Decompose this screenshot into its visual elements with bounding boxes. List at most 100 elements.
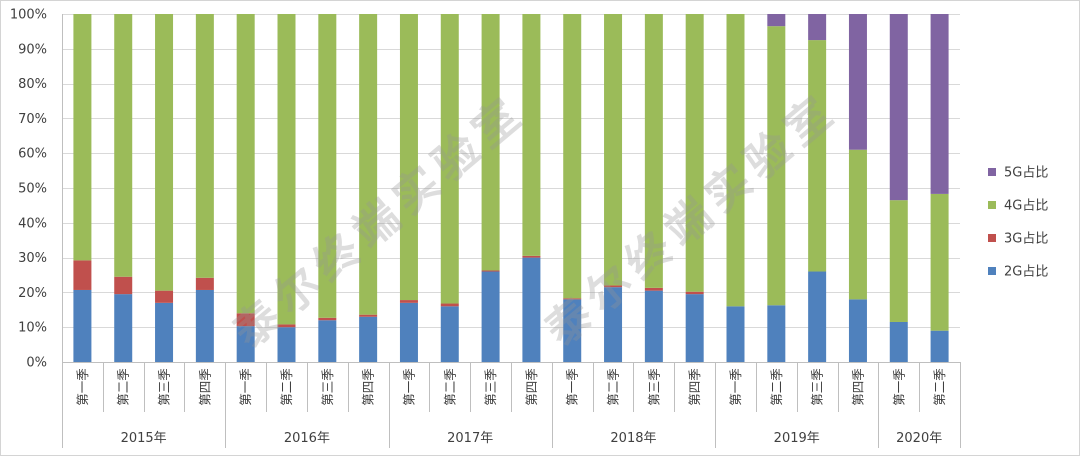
bar-4g-1 — [73, 14, 92, 261]
bar-3g-13 — [563, 298, 582, 300]
legend-item: 4G占比 — [988, 199, 1048, 214]
bar-2g-15 — [644, 290, 663, 362]
bar-2g-18 — [767, 305, 786, 362]
legend-label: 3G占比 — [1004, 232, 1048, 247]
bar-4g-7 — [318, 14, 337, 318]
bar-5g-19 — [808, 14, 827, 41]
bar-2g-21 — [889, 321, 908, 362]
bar-3g-14 — [604, 285, 623, 288]
bar-2g-12 — [522, 257, 541, 362]
y-tick-label: 50% — [18, 182, 47, 197]
year-label: 2015年 — [121, 431, 167, 446]
category-label: 第四季 — [687, 368, 702, 406]
bar-4g-3 — [155, 14, 174, 291]
category-label: 第四季 — [850, 368, 865, 406]
bar-2g-20 — [848, 299, 867, 362]
bar-2g-8 — [359, 316, 378, 362]
bar-2g-16 — [685, 294, 704, 362]
bar-4g-9 — [399, 14, 418, 301]
legend-label: 5G占比 — [1004, 166, 1048, 181]
bar-2g-5 — [236, 326, 255, 362]
legend-item: 3G占比 — [988, 232, 1048, 247]
category-label: 第三季 — [483, 368, 498, 406]
bar-4g-8 — [359, 14, 378, 315]
bar-3g-7 — [318, 317, 337, 321]
category-label: 第二季 — [769, 368, 784, 406]
legend-swatch — [988, 168, 996, 176]
bars — [73, 14, 949, 362]
bar-2g-9 — [399, 302, 418, 362]
bar-3g-6 — [277, 324, 296, 328]
category-label: 第一季 — [565, 368, 580, 406]
bar-4g-13 — [563, 14, 582, 299]
bar-4g-2 — [114, 14, 133, 277]
bar-3g-8 — [359, 314, 378, 317]
bar-4g-5 — [236, 14, 255, 314]
bar-5g-22 — [930, 14, 949, 194]
category-label: 第四季 — [524, 368, 539, 406]
category-label: 第三季 — [810, 368, 825, 406]
legend-swatch — [988, 267, 996, 275]
category-label: 第一季 — [728, 368, 743, 406]
y-tick-label: 60% — [18, 147, 47, 162]
category-label: 第四季 — [361, 368, 376, 406]
bar-3g-11 — [481, 270, 500, 272]
bar-5g-20 — [848, 14, 867, 150]
bar-3g-1 — [73, 260, 92, 290]
category-label: 第三季 — [157, 368, 172, 406]
category-label: 第一季 — [75, 368, 90, 406]
bar-2g-17 — [726, 306, 745, 362]
bar-2g-10 — [440, 306, 459, 362]
bar-4g-17 — [726, 14, 745, 307]
category-label: 第二季 — [442, 368, 457, 406]
bar-3g-12 — [522, 255, 541, 258]
year-label: 2019年 — [774, 431, 820, 446]
year-label: 2018年 — [610, 431, 656, 446]
bar-4g-4 — [195, 14, 214, 278]
y-tick-label: 40% — [18, 216, 47, 231]
legend-label: 2G占比 — [1004, 265, 1048, 280]
y-tick-label: 0% — [26, 356, 47, 371]
bar-4g-20 — [848, 149, 867, 300]
year-label: 2020年 — [896, 431, 942, 446]
y-tick-label: 10% — [18, 321, 47, 336]
bar-2g-19 — [808, 271, 827, 362]
bar-2g-22 — [930, 330, 949, 362]
legend-swatch — [988, 201, 996, 209]
bar-2g-7 — [318, 320, 337, 362]
bar-2g-2 — [114, 294, 133, 362]
bar-3g-10 — [440, 303, 459, 307]
category-label: 第三季 — [646, 368, 661, 406]
category-label: 第二季 — [116, 368, 131, 406]
bar-4g-11 — [481, 14, 500, 271]
legend-swatch — [988, 234, 996, 242]
bar-4g-19 — [808, 40, 827, 272]
bar-5g-21 — [889, 14, 908, 201]
legend-item: 5G占比 — [988, 166, 1048, 181]
bar-4g-22 — [930, 193, 949, 331]
y-tick-label: 90% — [18, 42, 47, 57]
y-tick-label: 30% — [18, 251, 47, 266]
bar-5g-18 — [767, 14, 786, 27]
bar-3g-9 — [399, 300, 418, 303]
bar-3g-3 — [155, 290, 174, 303]
category-label: 第一季 — [238, 368, 253, 406]
bar-4g-15 — [644, 14, 663, 288]
year-label: 2016年 — [284, 431, 330, 446]
bar-4g-10 — [440, 14, 459, 304]
bar-2g-13 — [563, 299, 582, 362]
y-tick-label: 20% — [18, 286, 47, 301]
bar-4g-21 — [889, 200, 908, 322]
bar-3g-16 — [685, 291, 704, 295]
bar-4g-12 — [522, 14, 541, 256]
category-label: 第一季 — [891, 368, 906, 406]
legend-item: 2G占比 — [988, 265, 1048, 280]
category-label: 第三季 — [320, 368, 335, 406]
bar-2g-6 — [277, 327, 296, 362]
bar-2g-14 — [604, 287, 623, 362]
y-tick-label: 70% — [18, 112, 47, 127]
bar-3g-4 — [195, 277, 214, 290]
bar-2g-11 — [481, 271, 500, 362]
bar-4g-16 — [685, 14, 704, 292]
